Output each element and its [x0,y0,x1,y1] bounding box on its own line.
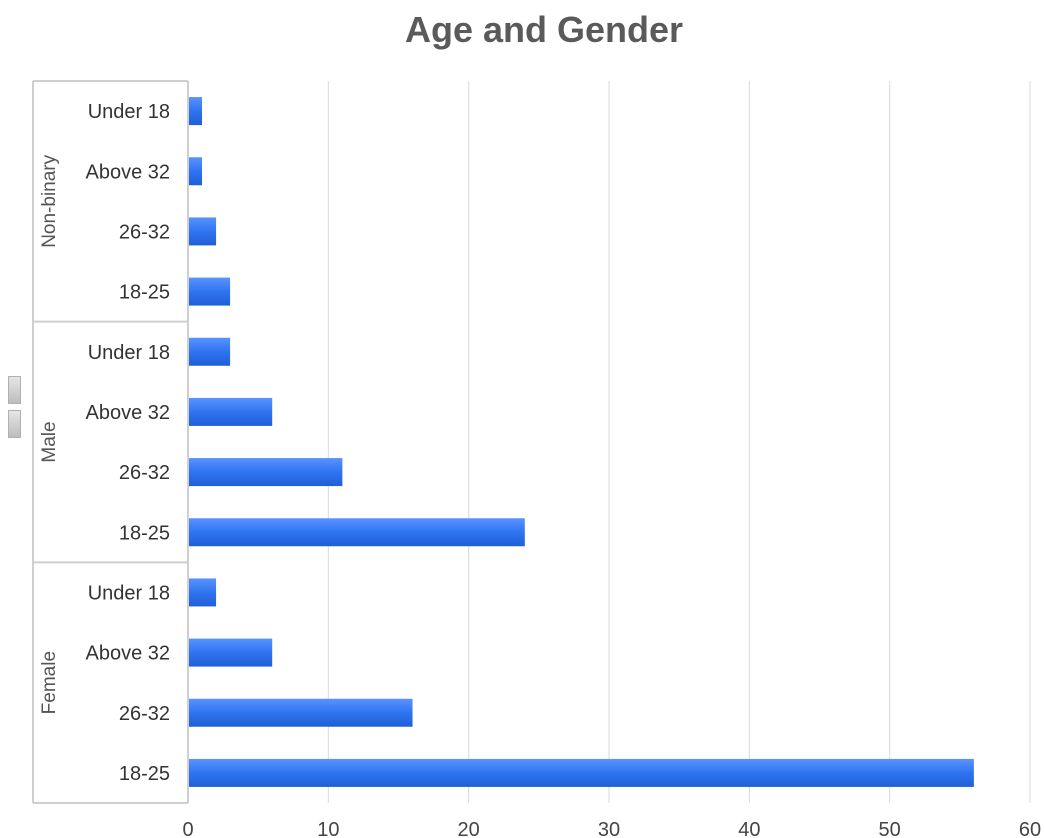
scroll-down-handle[interactable] [8,410,21,438]
x-tick-label-0: 0 [182,819,193,838]
bar-male-under-18 [189,337,231,366]
group-label-female: Female [39,651,60,714]
x-tick-label-40: 40 [738,819,760,838]
category-label: Above 32 [85,402,170,424]
category-label: 26-32 [119,462,170,484]
bar-non-binary-under-18 [189,97,203,126]
bar-female-above-32 [189,638,273,667]
bar-male-26-32 [189,458,343,487]
category-label: Above 32 [85,161,170,183]
category-label: 18-25 [119,522,170,544]
category-label: Under 18 [88,582,170,604]
chart-title: Age and Gender [405,9,683,50]
category-label: Under 18 [88,342,170,364]
category-label: Under 18 [88,101,170,123]
bar-male-18-25 [189,518,525,547]
scroll-up-handle[interactable] [8,376,21,404]
category-label: 26-32 [119,703,170,725]
group-label-non-binary: Non-binary [39,154,60,247]
bar-non-binary-above-32 [189,157,203,186]
category-label: 18-25 [119,763,170,785]
group-label-male: Male [39,421,60,462]
x-tick-label-50: 50 [879,819,901,838]
x-tick-label-10: 10 [317,819,339,838]
bar-male-above-32 [189,397,273,426]
category-label: Above 32 [85,643,170,665]
category-labels: Under 18 Above 32 26-32 18-25 Non-binary Unde… [39,101,170,785]
x-tick-labels: 0 10 20 30 40 50 60 [182,819,1041,838]
category-label: 26-32 [119,221,170,243]
bar-non-binary-18-25 [189,277,231,306]
x-tick-label-20: 20 [458,819,480,838]
bar-non-binary-26-32 [189,217,217,246]
bar-female-26-32 [189,698,413,727]
x-tick-label-60: 60 [1019,819,1041,838]
axes [32,80,189,804]
bar-female-18-25 [189,758,974,787]
x-tick-label-30: 30 [598,819,620,838]
bars [189,97,974,787]
gridlines [327,81,1031,803]
category-label: 18-25 [119,282,170,304]
bar-female-under-18 [189,578,217,607]
